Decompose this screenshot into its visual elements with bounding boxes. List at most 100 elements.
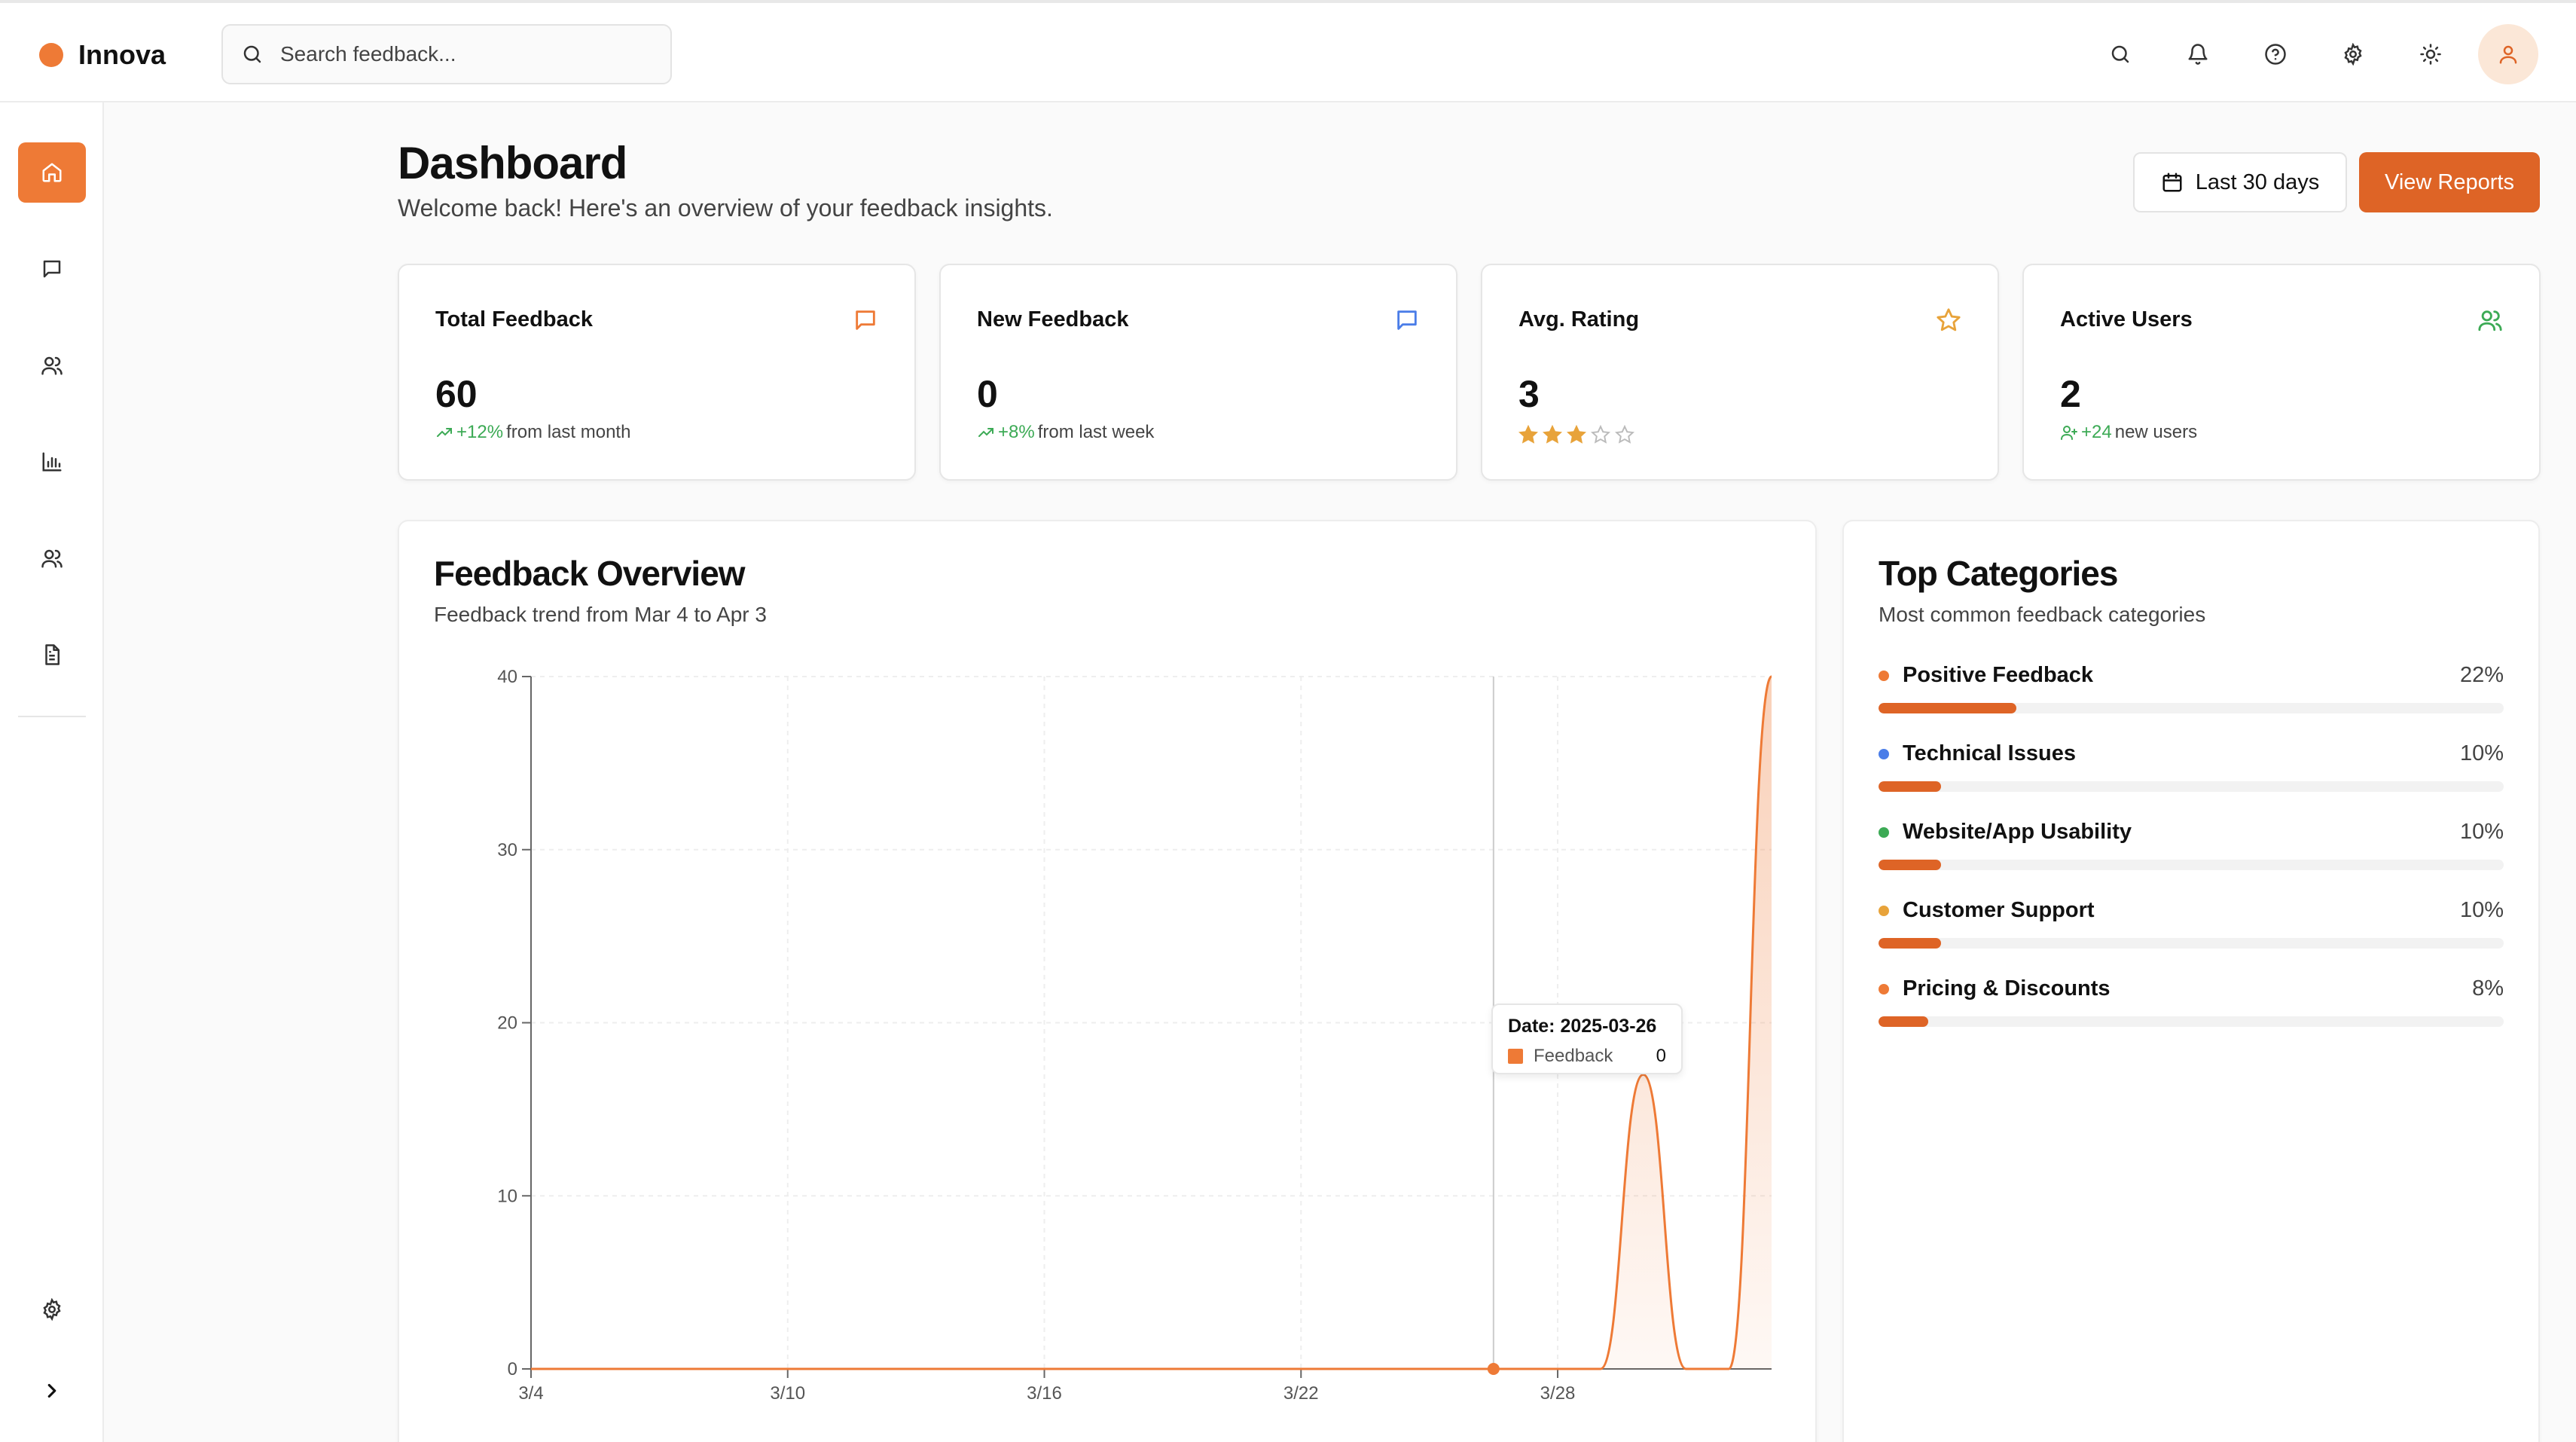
category-percent: 8% [2472,976,2504,1001]
stat-delta-value: +24 [2081,422,2112,442]
category-dot [1879,905,1889,916]
stat-delta-value: +8% [998,422,1035,442]
x-tick-label: 3/10 [770,1383,805,1404]
category-percent: 22% [2459,663,2504,687]
logo-icon [39,43,63,67]
users-icon [41,549,63,568]
sidebar-item-home[interactable] [18,142,86,203]
x-tick-label: 3/16 [1027,1383,1062,1404]
page-title: Dashboard [398,138,627,188]
user-icon [2499,45,2517,64]
category-row[interactable]: Positive Feedback 22% [1879,663,2504,713]
chevron-right-icon [47,1383,56,1398]
category-row[interactable]: Website/App Usability 10% [1879,820,2504,870]
stat-delta-text: from last month [506,422,631,442]
brand[interactable]: Innova [39,39,166,71]
sidebar-item-analytics[interactable] [18,432,86,492]
stat-card-avg-rating: Avg. Rating 3 [1481,264,1999,481]
sidebar-item-team[interactable] [18,528,86,588]
tooltip-row: Feedback 0 [1508,1046,1666,1067]
y-tick-label: 20 [497,1013,517,1034]
tooltip-swatch [1508,1049,1523,1064]
view-reports-button[interactable]: View Reports [2359,152,2540,212]
category-percent: 10% [2459,898,2504,922]
category-label: Customer Support [1903,898,2095,922]
chart-tooltip: Date: 2025-03-26 Feedback 0 [1491,1004,1683,1074]
y-tick-label: 10 [497,1186,517,1206]
stat-delta: +12% from last month [435,422,630,443]
category-bar-fill [1879,1016,1929,1027]
panel-subtitle: Feedback trend from Mar 4 to Apr 3 [434,603,767,626]
stat-label: Avg. Rating [1518,307,1640,331]
x-tick-label: 3/4 [518,1383,543,1404]
category-head: Pricing & Discounts 8% [1879,976,2504,1001]
sidebar-item-users[interactable] [18,335,86,396]
category-bar-track [1879,781,2504,792]
category-row[interactable]: Customer Support 10% [1879,898,2504,949]
app-name: Innova [78,39,166,70]
settings-button[interactable] [2323,24,2383,84]
category-bar-track [1879,1016,2504,1027]
date-range-button[interactable]: Last 30 days [2133,152,2347,212]
sidebar [0,102,104,1442]
notifications-button[interactable] [2168,24,2228,84]
category-bar-fill [1879,938,1941,949]
stat-delta-value: +12% [456,422,504,442]
x-tick-label: 3/22 [1283,1383,1319,1404]
y-tick-label: 0 [508,1359,517,1379]
category-head: Positive Feedback 22% [1879,663,2504,688]
category-head: Website/App Usability 10% [1879,820,2504,845]
sidebar-divider [18,716,86,717]
message-icon [1397,310,1417,330]
sidebar-item-feedback[interactable] [18,239,86,299]
gear-icon [2344,43,2362,66]
search-icon [243,45,261,63]
page-subtitle: Welcome back! Here's an overview of your… [398,194,1053,221]
x-tick-label: 3/28 [1540,1383,1576,1404]
category-label: Technical Issues [1903,741,2076,765]
star-empty-icon [1591,425,1610,444]
stat-label: Total Feedback [435,307,593,331]
stat-card-active-users: Active Users 2 +24 new users [2022,264,2541,481]
star-filled-icon [1567,425,1586,444]
feedback-overview-panel: Feedback Overview Feedback trend from Ma… [398,520,1817,1442]
sidebar-item-settings[interactable] [18,1279,86,1340]
sidebar-item-reports[interactable] [18,625,86,685]
search-icon [2111,45,2129,63]
category-row[interactable]: Pricing & Discounts 8% [1879,976,2504,1027]
stat-delta: +24 new users [2060,422,2197,443]
panel-subtitle: Most common feedback categories [1879,603,2206,626]
theme-toggle[interactable] [2401,24,2461,84]
bar-chart-icon [42,452,62,472]
series-line [531,675,1773,1370]
active-point [1487,1363,1500,1375]
user-avatar[interactable] [2478,24,2538,84]
stat-card-new-feedback: New Feedback 0 +8% from last week [939,264,1457,481]
series-area [531,677,1772,1369]
gear-icon [43,1298,61,1321]
stat-value: 2 [2060,373,2081,415]
category-bar-track [1879,938,2504,949]
help-icon [2265,44,2286,65]
date-range-label: Last 30 days [2195,170,2320,194]
y-tick-label: 30 [497,840,517,860]
home-icon [42,163,62,182]
top-categories-panel: Top Categories Most common feedback cate… [1842,520,2540,1442]
category-row[interactable]: Technical Issues 10% [1879,741,2504,792]
sidebar-expand-button[interactable] [18,1361,86,1421]
category-bar-track [1879,703,2504,713]
search-input[interactable] [280,42,642,66]
search-box[interactable] [221,24,672,84]
stat-label: Active Users [2060,307,2193,331]
category-percent: 10% [2459,820,2504,844]
tooltip-value: 0 [1656,1046,1666,1066]
message-icon [856,310,875,330]
stat-delta: +8% from last week [977,422,1154,443]
search-button[interactable] [2090,24,2150,84]
trending-up-icon [978,428,993,437]
category-label: Pricing & Discounts [1903,976,2111,1001]
category-bar-fill [1879,703,2016,713]
message-icon [43,260,61,278]
help-button[interactable] [2245,24,2306,84]
